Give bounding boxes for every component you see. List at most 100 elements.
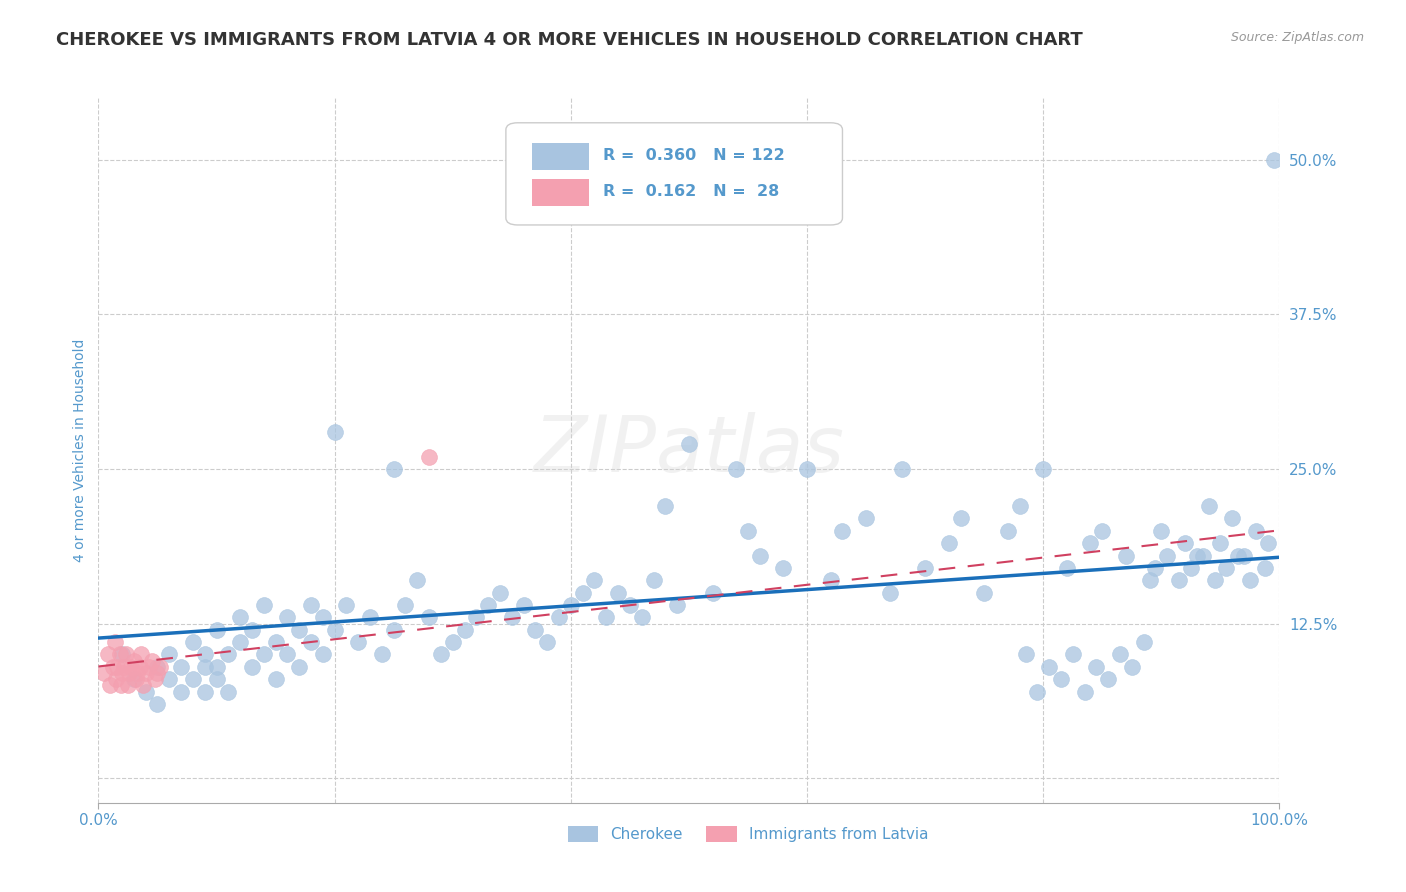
Point	[264, 672, 287, 686]
Point	[276, 610, 298, 624]
Point	[973, 585, 995, 599]
Point	[122, 672, 145, 686]
Point	[1220, 511, 1243, 525]
Point	[748, 549, 770, 563]
Point	[104, 635, 127, 649]
Text: Source: ZipAtlas.com: Source: ZipAtlas.com	[1230, 31, 1364, 45]
Point	[997, 524, 1019, 538]
Point	[548, 610, 571, 624]
Text: CHEROKEE VS IMMIGRANTS FROM LATVIA 4 OR MORE VEHICLES IN HOUSEHOLD CORRELATION C: CHEROKEE VS IMMIGRANTS FROM LATVIA 4 OR …	[56, 31, 1083, 49]
Point	[93, 665, 115, 680]
Point	[299, 635, 322, 649]
Point	[323, 425, 346, 439]
Point	[105, 660, 128, 674]
Point	[1073, 684, 1095, 698]
Point	[253, 598, 276, 612]
Point	[276, 648, 298, 662]
Point	[240, 623, 263, 637]
Bar	[531, 179, 589, 206]
Point	[501, 610, 523, 624]
Legend: Cherokee, Immigrants from Latvia: Cherokee, Immigrants from Latvia	[561, 820, 935, 848]
Point	[121, 660, 143, 674]
Point	[1008, 499, 1031, 513]
Point	[1263, 153, 1285, 167]
FancyBboxPatch shape	[506, 123, 842, 225]
Point	[702, 585, 724, 599]
Y-axis label: 4 or more Vehicles in Household: 4 or more Vehicles in Household	[73, 339, 87, 562]
Point	[465, 610, 488, 624]
Point	[335, 598, 357, 612]
Point	[630, 610, 652, 624]
Point	[135, 665, 157, 680]
Point	[149, 660, 172, 674]
Point	[1050, 672, 1073, 686]
Point	[135, 684, 157, 698]
Point	[560, 598, 582, 612]
Point	[1132, 635, 1154, 649]
Point	[125, 672, 148, 686]
Point	[1185, 549, 1208, 563]
Point	[1180, 561, 1202, 575]
Point	[1150, 524, 1173, 538]
Point	[1056, 561, 1078, 575]
Point	[299, 598, 322, 612]
Point	[1233, 549, 1256, 563]
Point	[418, 610, 440, 624]
Point	[1156, 549, 1178, 563]
Point	[229, 635, 252, 649]
Point	[512, 598, 534, 612]
Point	[1174, 536, 1197, 550]
Point	[194, 660, 217, 674]
Point	[595, 610, 617, 624]
Point	[194, 648, 217, 662]
Point	[229, 610, 252, 624]
Point	[1062, 648, 1084, 662]
Point	[796, 462, 818, 476]
Point	[678, 437, 700, 451]
Point	[217, 648, 239, 662]
Text: R =  0.162   N =  28: R = 0.162 N = 28	[603, 184, 779, 199]
Point	[1198, 499, 1220, 513]
Point	[323, 623, 346, 637]
Point	[1026, 684, 1049, 698]
Point	[583, 574, 606, 588]
Point	[181, 635, 204, 649]
Point	[1091, 524, 1114, 538]
Point	[98, 678, 121, 692]
Point	[1109, 648, 1132, 662]
Point	[129, 648, 152, 662]
Point	[146, 665, 169, 680]
Point	[654, 499, 676, 513]
Text: ZIPatlas: ZIPatlas	[533, 412, 845, 489]
Point	[406, 574, 429, 588]
Point	[1239, 574, 1261, 588]
Point	[288, 660, 311, 674]
Point	[666, 598, 689, 612]
Point	[1080, 536, 1102, 550]
Point	[831, 524, 853, 538]
Point	[418, 450, 440, 464]
Point	[117, 678, 139, 692]
Point	[430, 648, 453, 662]
Point	[157, 672, 180, 686]
Point	[288, 623, 311, 637]
Point	[146, 660, 169, 674]
Point	[347, 635, 370, 649]
Point	[737, 524, 759, 538]
Point	[1032, 462, 1054, 476]
Point	[1121, 660, 1143, 674]
Point	[205, 672, 228, 686]
Point	[205, 623, 228, 637]
Point	[112, 660, 135, 674]
Point	[97, 648, 120, 662]
Point	[879, 585, 901, 599]
Point	[157, 648, 180, 662]
Point	[619, 598, 641, 612]
Point	[1085, 660, 1108, 674]
Point	[855, 511, 877, 525]
Point	[1244, 524, 1267, 538]
Point	[382, 623, 405, 637]
Point	[105, 672, 128, 686]
Point	[914, 561, 936, 575]
Point	[118, 665, 141, 680]
